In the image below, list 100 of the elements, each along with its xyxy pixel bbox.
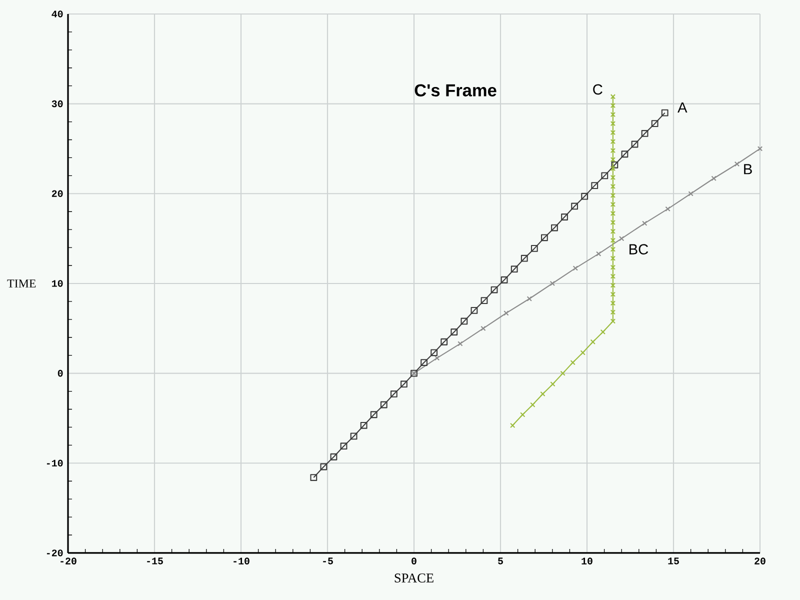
point [530,244,538,252]
point [458,341,463,346]
point [610,112,616,118]
point [610,300,616,306]
point [310,474,318,481]
point [460,318,468,325]
point [610,120,616,126]
point [596,251,602,256]
text: C's Frame [414,84,496,96]
point [480,297,488,304]
point [434,355,440,361]
point [610,202,616,208]
point [590,339,596,344]
point [642,220,648,226]
point [340,442,348,450]
x-tick-label: -5 [323,558,333,564]
point [610,174,616,180]
point [591,182,598,190]
point [621,150,628,158]
point [380,401,388,408]
point [610,310,616,315]
point [711,176,716,181]
point [526,296,532,302]
point [530,402,536,408]
point [560,370,566,376]
x-tick-label: 15 [668,558,679,564]
y-tick-label: -20 [46,550,63,556]
point [665,206,670,212]
point [610,256,616,261]
point [610,274,616,279]
y-tick-label: 30 [52,100,63,108]
point [551,224,558,232]
point [550,280,556,286]
point [610,156,616,162]
x-tick-label: -10 [234,558,250,564]
point [400,380,408,388]
point [610,103,616,108]
y-tick-label: 40 [52,10,63,18]
x-tick-label: -20 [60,558,76,564]
point [470,306,478,314]
point [610,264,616,270]
point [370,411,378,418]
point [610,292,616,297]
point [450,328,458,336]
annotation: BC [630,244,648,254]
point [688,191,694,196]
point [610,184,616,190]
series-label: A [678,102,688,112]
point [520,412,526,418]
point [631,140,638,148]
y-axis-title: TIME [7,280,36,288]
point [540,234,548,242]
point [420,359,428,366]
point [611,161,618,168]
point [610,192,616,198]
point [561,214,568,220]
point [520,254,528,262]
point [480,326,486,332]
y-tick-label: -10 [46,460,63,467]
point [581,192,588,200]
point [610,220,616,225]
point [500,276,508,284]
x-tick-label: 10 [582,558,592,564]
series-label: C [593,84,602,95]
point [550,381,556,387]
point [540,391,546,397]
point [619,236,624,242]
x-tick-label: 0 [412,558,416,564]
point [580,350,586,356]
y-tick-label: 0 [58,370,63,377]
point [390,390,398,398]
point [610,318,616,324]
point [572,266,578,271]
x-tick-label: 20 [754,558,766,564]
series-label: B [744,164,752,174]
point [360,422,368,429]
point [600,329,606,335]
point [610,246,616,252]
point [601,172,608,180]
point [734,161,740,167]
point [610,282,616,288]
point [570,360,576,366]
point [350,432,358,440]
x-tick-label: -15 [147,558,163,564]
point [510,266,518,273]
x-tick-label: 5 [498,558,503,564]
point [440,338,448,346]
y-tick-label: 10 [52,280,63,287]
point [490,286,498,294]
point [651,120,658,128]
x-axis-title: SPACE [394,574,434,582]
point [641,130,648,137]
y-tick-label: 20 [52,190,63,198]
point [610,166,616,172]
point [330,453,338,460]
point [610,228,616,234]
point [610,210,616,216]
point [610,130,616,136]
point [320,463,328,470]
point [610,138,616,144]
